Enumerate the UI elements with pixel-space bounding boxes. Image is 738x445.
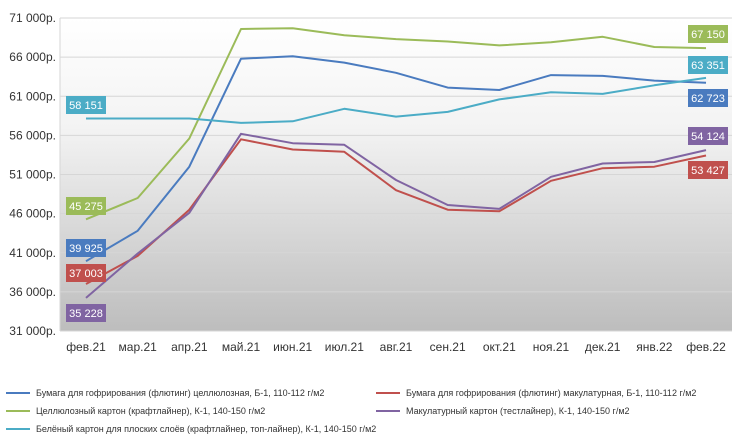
start-data-label: 35 228 [69, 308, 103, 320]
legend-item: Бумага для гофрирования (флютинг) целлюл… [6, 388, 324, 398]
y-tick-label: 56 000р. [9, 128, 56, 142]
x-tick-label: фев.22 [686, 340, 726, 354]
end-data-label: 67 150 [691, 29, 725, 41]
x-tick-label: май.21 [222, 340, 261, 354]
x-tick-label: июн.21 [273, 340, 312, 354]
line-chart: 31 000р. 36 000р. 41 000р. 46 000р. 51 000р.… [9, 11, 732, 354]
legend-label: Бумага для гофрирования (флютинг) макула… [406, 388, 697, 398]
series-lines [85, 27, 707, 299]
start-data-label: 45 275 [69, 201, 103, 213]
x-tick-label: окт.21 [483, 340, 516, 354]
y-tick-label: 71 000р. [9, 11, 56, 25]
legend-item: Бумага для гофрирования (флютинг) макула… [376, 388, 696, 398]
legend: Бумага для гофрирования (флютинг) целлюл… [0, 384, 738, 444]
legend-swatch [376, 392, 400, 394]
y-tick-label: 51 000р. [9, 168, 56, 182]
end-data-label-box [688, 56, 728, 74]
start-data-label-box [66, 264, 106, 282]
y-axis: 31 000р. 36 000р. 41 000р. 46 000р. 51 000р.… [9, 11, 56, 338]
legend-label: Белёный картон для плоских слоёв (крафтл… [36, 424, 377, 434]
x-tick-label: июл.21 [325, 340, 364, 354]
end-data-label-box [688, 161, 728, 179]
end-data-label-box [688, 25, 728, 43]
y-tick-label: 61 000р. [9, 89, 56, 103]
legend-item: Белёный картон для плоских слоёв (крафтл… [6, 424, 376, 434]
y-tick-label: 46 000р. [9, 207, 56, 221]
x-tick-label: фев.21 [66, 340, 106, 354]
x-axis: фев.21 мар.21 апр.21 май.21 июн.21 июл.21 авг.… [66, 340, 726, 354]
y-tick-label: 36 000р. [9, 285, 56, 299]
start-data-label: 58 151 [69, 100, 103, 112]
end-data-label-box [688, 89, 728, 107]
legend-swatch [6, 410, 30, 412]
x-tick-label: ноя.21 [533, 340, 570, 354]
y-tick-label: 66 000р. [9, 50, 56, 64]
end-data-label: 63 351 [691, 60, 725, 72]
y-tick-label: 31 000р. [9, 324, 56, 338]
start-data-label-box [66, 197, 106, 215]
x-tick-label: сен.21 [430, 340, 466, 354]
end-data-label: 53 427 [691, 165, 725, 177]
legend-label: Бумага для гофрирования (флютинг) целлюл… [36, 388, 325, 398]
x-tick-label: мар.21 [119, 340, 158, 354]
end-data-label-box [688, 127, 728, 145]
legend-swatch [6, 428, 30, 430]
legend-item: Макулатурный картон (тестлайнер), К-1, 1… [376, 406, 630, 416]
x-tick-label: апр.21 [171, 340, 208, 354]
legend-swatch [376, 410, 400, 412]
start-data-label: 37 003 [69, 268, 103, 280]
start-data-label-box [66, 239, 106, 257]
legend-label: Макулатурный картон (тестлайнер), К-1, 1… [406, 406, 630, 416]
start-data-label-box [66, 96, 106, 114]
gridlines [59, 17, 732, 332]
x-tick-label: дек.21 [585, 340, 621, 354]
legend-item: Целлюлозный картон (крафтлайнер), К-1, 1… [6, 406, 265, 416]
x-tick-label: авг.21 [380, 340, 413, 354]
data-labels: 39 925 62 723 37 003 53 427 45 275 67 150 35 2… [66, 25, 728, 322]
start-data-label-box [66, 304, 106, 322]
end-data-label: 54 124 [691, 131, 725, 143]
legend-label: Целлюлозный картон (крафтлайнер), К-1, 1… [36, 406, 266, 416]
end-data-label: 62 723 [691, 93, 725, 105]
x-tick-label: янв.22 [636, 340, 673, 354]
start-data-label: 39 925 [69, 243, 103, 255]
y-tick-label: 41 000р. [9, 246, 56, 260]
legend-swatch [6, 392, 30, 394]
